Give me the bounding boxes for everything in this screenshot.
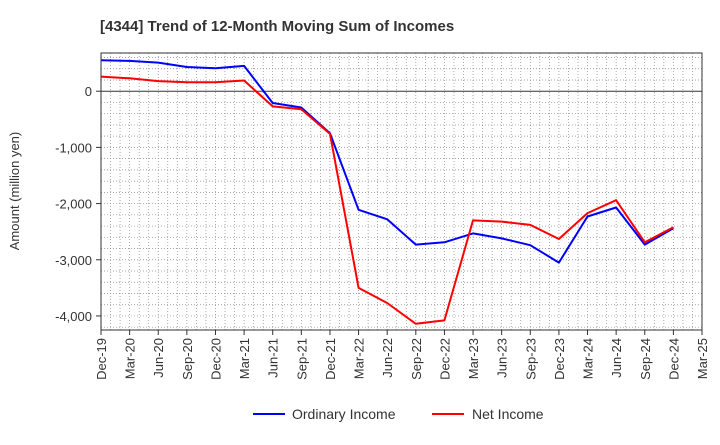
x-tick-label: Dec-22 — [437, 338, 452, 380]
x-tick-label: Jun-24 — [609, 338, 624, 378]
x-tick-label: Dec-24 — [666, 338, 681, 380]
x-axis-ticks: Dec-19 Mar-20 Jun-20 Sep-20 Dec-20 Mar-21 Jun-… — [94, 330, 710, 380]
x-tick-label: Dec-21 — [323, 338, 338, 380]
y-axis-label: Amount (million yen) — [7, 132, 22, 251]
y-tick-label: -3,000 — [55, 253, 92, 268]
x-tick-label: Mar-24 — [581, 338, 596, 379]
x-tick-label: Dec-19 — [94, 338, 109, 380]
legend-label-ordinary-income: Ordinary Income — [292, 406, 396, 422]
x-tick-label: Sep-20 — [180, 338, 195, 380]
x-tick-label: Jun-22 — [380, 338, 395, 378]
y-tick-label: 0 — [85, 84, 92, 99]
x-tick-label: Mar-21 — [237, 338, 252, 379]
x-tick-label: Sep-24 — [638, 338, 653, 380]
y-tick-label: -1,000 — [55, 140, 92, 155]
plot-frame — [100, 52, 703, 331]
grid — [101, 53, 702, 330]
chart-title: [4344] Trend of 12-Month Moving Sum of I… — [100, 18, 454, 35]
x-tick-label: Sep-23 — [523, 338, 538, 380]
x-tick-label: Dec-20 — [208, 338, 223, 380]
x-tick-label: Dec-23 — [552, 338, 567, 380]
x-tick-label: Sep-21 — [294, 338, 309, 380]
x-tick-label: Jun-21 — [266, 338, 281, 378]
x-tick-label: Mar-22 — [352, 338, 367, 379]
series-line-net-income — [100, 75, 674, 325]
y-tick-label: -4,000 — [55, 309, 92, 324]
x-tick-label: Mar-20 — [123, 338, 138, 379]
y-axis-ticks: 0 -1,000 -2,000 -3,000 -4,000 — [55, 84, 101, 324]
x-tick-label: Sep-22 — [409, 338, 424, 380]
x-tick-label: Jun-20 — [151, 338, 166, 378]
x-tick-label: Jun-23 — [495, 338, 510, 378]
legend: Ordinary Income Net Income — [253, 406, 544, 422]
x-tick-label: Mar-25 — [695, 338, 710, 379]
y-tick-label: -2,000 — [55, 197, 92, 212]
x-tick-label: Mar-23 — [466, 338, 481, 379]
series-group — [100, 59, 674, 325]
legend-label-net-income: Net Income — [472, 406, 544, 422]
series-line-ordinary-income — [100, 59, 674, 264]
